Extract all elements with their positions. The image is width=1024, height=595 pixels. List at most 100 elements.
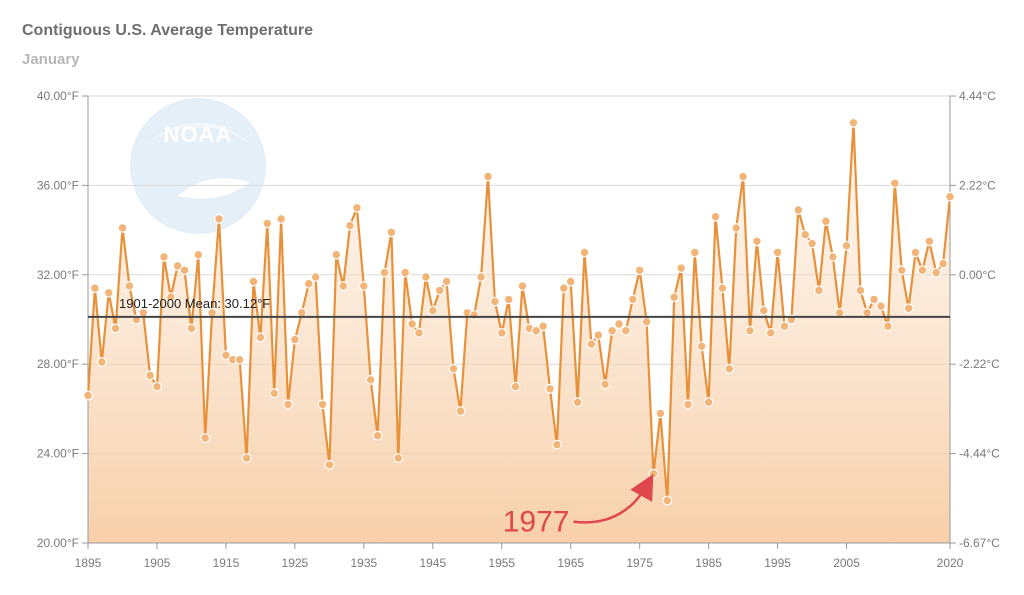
data-point-1969[interactable] bbox=[593, 330, 604, 341]
data-point-1946[interactable] bbox=[434, 285, 445, 296]
data-point-1915[interactable] bbox=[220, 350, 231, 361]
data-point-1910[interactable] bbox=[186, 323, 197, 334]
data-point-1896[interactable] bbox=[89, 283, 100, 294]
data-point-1914[interactable] bbox=[214, 213, 224, 224]
data-point-1949[interactable] bbox=[455, 406, 466, 417]
data-point-1977[interactable] bbox=[648, 468, 659, 479]
data-point-2020[interactable] bbox=[945, 191, 955, 202]
data-point-1897[interactable] bbox=[96, 357, 107, 367]
data-point-1938[interactable] bbox=[379, 267, 390, 278]
data-point-1962[interactable] bbox=[545, 383, 555, 394]
data-point-1991[interactable] bbox=[745, 325, 755, 336]
data-point-1984[interactable] bbox=[696, 341, 707, 352]
data-point-2003[interactable] bbox=[827, 251, 838, 262]
data-point-2014[interactable] bbox=[903, 303, 914, 314]
data-point-1975[interactable] bbox=[634, 265, 645, 276]
data-point-1983[interactable] bbox=[689, 247, 700, 258]
data-point-1956[interactable] bbox=[503, 294, 514, 305]
data-point-1908[interactable] bbox=[172, 261, 183, 271]
data-point-1994[interactable] bbox=[765, 328, 776, 338]
data-point-1937[interactable] bbox=[372, 430, 383, 441]
data-point-2002[interactable] bbox=[821, 216, 831, 227]
data-point-1906[interactable] bbox=[158, 251, 169, 262]
data-point-1982[interactable] bbox=[683, 399, 693, 410]
data-point-1941[interactable] bbox=[400, 267, 411, 278]
data-point-1957[interactable] bbox=[510, 381, 521, 392]
data-point-1927[interactable] bbox=[303, 278, 314, 289]
data-point-1931[interactable] bbox=[331, 249, 342, 260]
data-point-1953[interactable] bbox=[483, 171, 493, 182]
data-point-1976[interactable] bbox=[641, 316, 652, 327]
data-point-1992[interactable] bbox=[752, 236, 762, 247]
data-point-1911[interactable] bbox=[193, 249, 204, 260]
data-point-2008[interactable] bbox=[862, 307, 873, 318]
data-point-1999[interactable] bbox=[800, 229, 811, 240]
data-point-2005[interactable] bbox=[841, 240, 852, 251]
data-point-1996[interactable] bbox=[779, 321, 790, 332]
data-point-1925[interactable] bbox=[290, 334, 300, 345]
data-point-2013[interactable] bbox=[896, 265, 907, 276]
data-point-1967[interactable] bbox=[579, 247, 590, 258]
data-point-1926[interactable] bbox=[296, 307, 307, 318]
data-point-2009[interactable] bbox=[869, 294, 879, 305]
data-point-1936[interactable] bbox=[365, 374, 376, 385]
data-point-2010[interactable] bbox=[876, 301, 886, 312]
data-point-1935[interactable] bbox=[358, 281, 369, 291]
data-point-2017[interactable] bbox=[924, 236, 935, 247]
data-point-1963[interactable] bbox=[552, 439, 562, 450]
data-point-1971[interactable] bbox=[607, 325, 617, 336]
data-point-1995[interactable] bbox=[772, 247, 783, 258]
data-point-1933[interactable] bbox=[345, 220, 355, 231]
data-point-1920[interactable] bbox=[255, 332, 266, 343]
data-point-1928[interactable] bbox=[310, 272, 321, 282]
data-point-2015[interactable] bbox=[910, 247, 921, 258]
data-point-1978[interactable] bbox=[655, 408, 666, 419]
data-point-1909[interactable] bbox=[179, 265, 190, 276]
data-point-1924[interactable] bbox=[283, 399, 293, 410]
data-point-1990[interactable] bbox=[738, 171, 748, 182]
data-point-1980[interactable] bbox=[669, 292, 680, 303]
data-point-1951[interactable] bbox=[469, 310, 480, 320]
data-point-1918[interactable] bbox=[241, 453, 252, 464]
data-point-2000[interactable] bbox=[807, 238, 817, 249]
data-point-1986[interactable] bbox=[710, 211, 721, 222]
data-point-1912[interactable] bbox=[200, 433, 211, 443]
data-point-1970[interactable] bbox=[600, 379, 611, 390]
data-point-1947[interactable] bbox=[441, 276, 452, 287]
data-point-1966[interactable] bbox=[572, 397, 583, 408]
data-point-2018[interactable] bbox=[931, 267, 942, 278]
data-point-1945[interactable] bbox=[427, 305, 438, 316]
data-point-2016[interactable] bbox=[917, 265, 928, 276]
data-point-1955[interactable] bbox=[496, 328, 507, 338]
data-point-2001[interactable] bbox=[814, 285, 824, 296]
data-point-2004[interactable] bbox=[834, 307, 845, 318]
data-point-1974[interactable] bbox=[627, 294, 638, 305]
data-point-1973[interactable] bbox=[621, 325, 631, 336]
data-point-1917[interactable] bbox=[234, 354, 245, 365]
data-point-2012[interactable] bbox=[889, 178, 900, 189]
data-point-1930[interactable] bbox=[324, 459, 335, 470]
data-point-1904[interactable] bbox=[145, 370, 156, 381]
data-point-1923[interactable] bbox=[276, 213, 287, 224]
data-point-1899[interactable] bbox=[110, 323, 121, 334]
data-point-1979[interactable] bbox=[662, 495, 673, 506]
data-point-1989[interactable] bbox=[731, 222, 742, 233]
data-point-1948[interactable] bbox=[448, 363, 459, 374]
data-point-1895[interactable] bbox=[83, 390, 93, 401]
data-point-2007[interactable] bbox=[855, 285, 866, 296]
data-point-1898[interactable] bbox=[103, 287, 114, 298]
data-point-1905[interactable] bbox=[152, 381, 162, 392]
data-point-1929[interactable] bbox=[317, 399, 328, 410]
data-point-1919[interactable] bbox=[248, 276, 259, 287]
data-point-1958[interactable] bbox=[517, 281, 528, 291]
data-point-1968[interactable] bbox=[586, 339, 597, 350]
data-point-1985[interactable] bbox=[703, 397, 714, 408]
data-point-2011[interactable] bbox=[883, 321, 893, 332]
data-point-1942[interactable] bbox=[407, 319, 418, 329]
data-point-1972[interactable] bbox=[614, 319, 624, 329]
data-point-2019[interactable] bbox=[938, 258, 948, 269]
data-point-1954[interactable] bbox=[490, 296, 500, 307]
data-point-1922[interactable] bbox=[269, 388, 280, 399]
data-point-1901[interactable] bbox=[124, 281, 135, 291]
data-point-1961[interactable] bbox=[538, 321, 548, 332]
